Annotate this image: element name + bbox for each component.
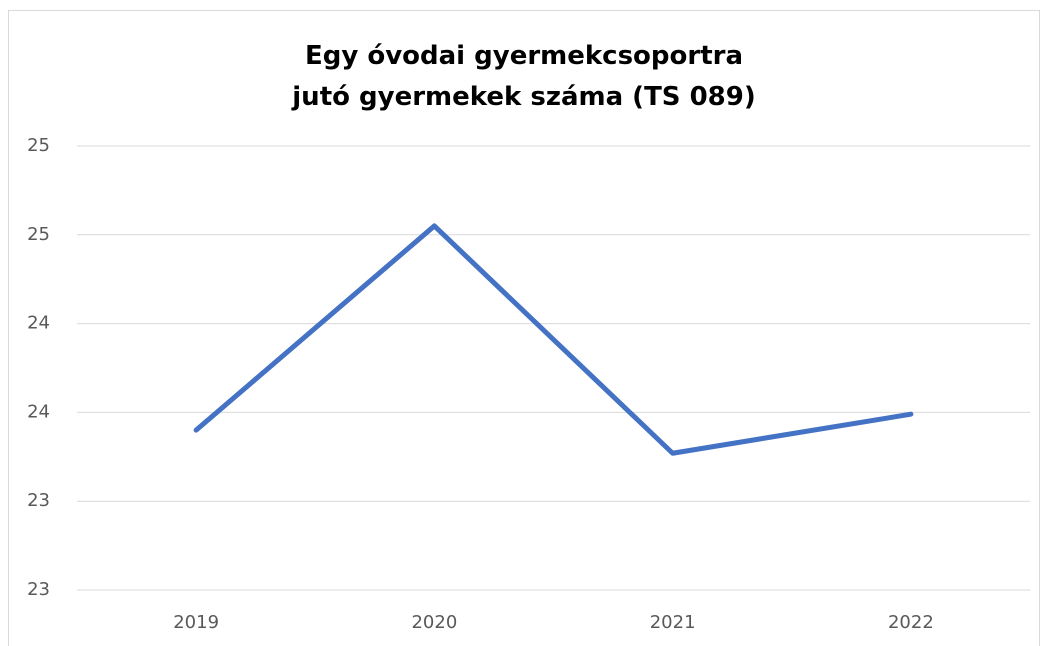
chart-title: Egy óvodai gyermekcsoportra jutó gyermek…: [292, 41, 756, 112]
chart-border: [8, 10, 1040, 646]
y-tick-label: 25: [27, 135, 50, 156]
y-tick-label: 24: [27, 313, 50, 334]
y-tick-label: 24: [27, 401, 50, 422]
x-tick-label: 2021: [650, 612, 696, 633]
x-tick-label: 2020: [411, 612, 457, 633]
data-line: [193, 223, 914, 456]
y-tick-label: 23: [27, 579, 50, 600]
x-tick-label: 2019: [173, 612, 219, 633]
y-tick-label: 23: [27, 490, 50, 511]
x-tick-label: 2022: [888, 612, 934, 633]
y-tick-label: 25: [27, 224, 50, 245]
